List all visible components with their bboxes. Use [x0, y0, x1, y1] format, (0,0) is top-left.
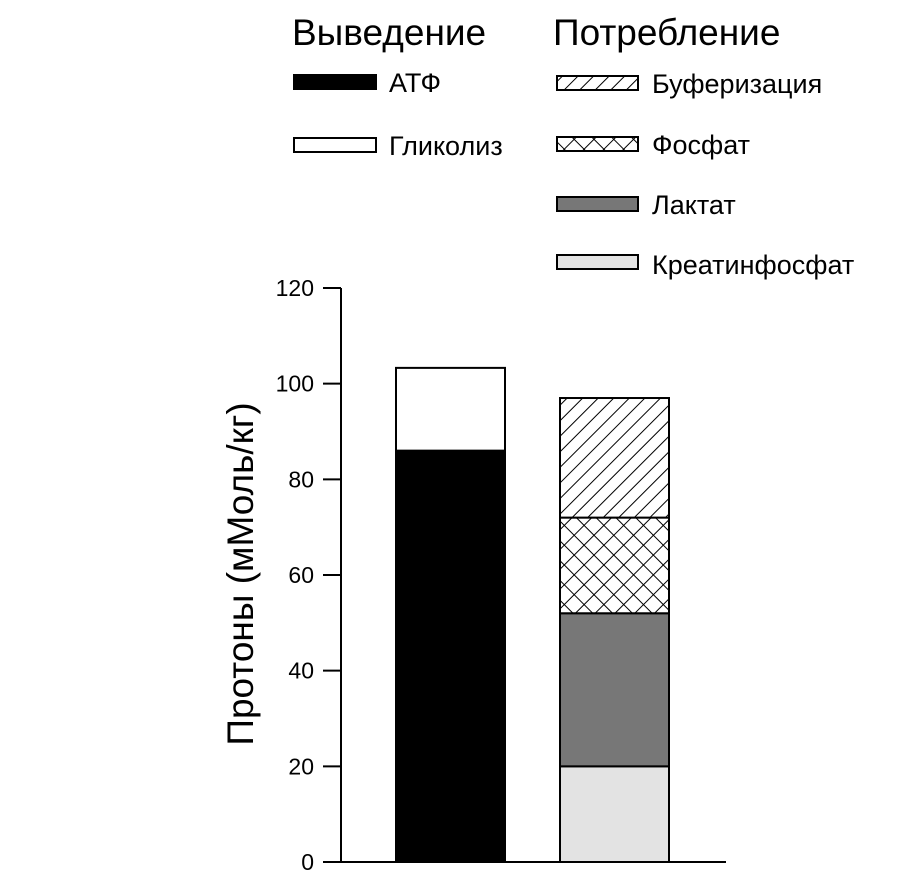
legend-label-phosphate: Фосфат	[652, 130, 750, 160]
y-tick-label: 40	[288, 658, 314, 684]
legend-label-lactate: Лактат	[652, 190, 736, 220]
y-tick-label: 120	[276, 275, 314, 301]
y-tick-label: 0	[301, 849, 314, 875]
y-tick-label: 80	[288, 466, 314, 492]
legend-swatch-lactate	[556, 196, 639, 212]
legend-swatch-buffering	[556, 75, 639, 91]
y-tick-label: 20	[288, 753, 314, 779]
legend-swatch-creatine-phosphate	[556, 254, 639, 270]
legend-label-buffering: Буферизация	[652, 69, 822, 99]
bar-segment	[559, 612, 670, 768]
stacked-bars	[395, 366, 670, 863]
bar-segment	[395, 449, 506, 863]
y-tick-label: 100	[276, 371, 314, 397]
y-tick-label: 60	[288, 562, 314, 588]
legend-swatch-phosphate	[556, 136, 639, 152]
legend-item-lactate: Лактат	[556, 190, 736, 220]
legend-label-atp: АТФ	[389, 68, 441, 98]
legend-label-creatine-phosphate: Креатинфосфат	[652, 250, 854, 280]
legend-swatch-glycolysis	[293, 137, 377, 153]
bar-segment	[395, 366, 506, 452]
legend-swatch-atp	[293, 74, 377, 90]
legend-item-buffering: Буферизация	[556, 69, 822, 99]
legend-item-glycolysis: Гликолиз	[293, 131, 503, 161]
bar-segment	[559, 397, 670, 519]
legend-production-heading: Выведение	[292, 12, 486, 53]
legend-item-creatine-phosphate: Креатинфосфат	[556, 250, 854, 280]
legend-consumption-heading: Потребление	[553, 12, 780, 53]
legend-label-glycolysis: Гликолиз	[389, 131, 503, 161]
bar-segment	[559, 765, 670, 863]
legend-item-phosphate: Фосфат	[556, 130, 750, 160]
y-axis-ticks: 0 20 40 60 80 100 120	[276, 275, 341, 875]
bar-segment	[559, 516, 670, 615]
y-axis-title: Протоны (мМоль/кг)	[220, 402, 261, 745]
legend-item-atp: АТФ	[293, 68, 441, 98]
